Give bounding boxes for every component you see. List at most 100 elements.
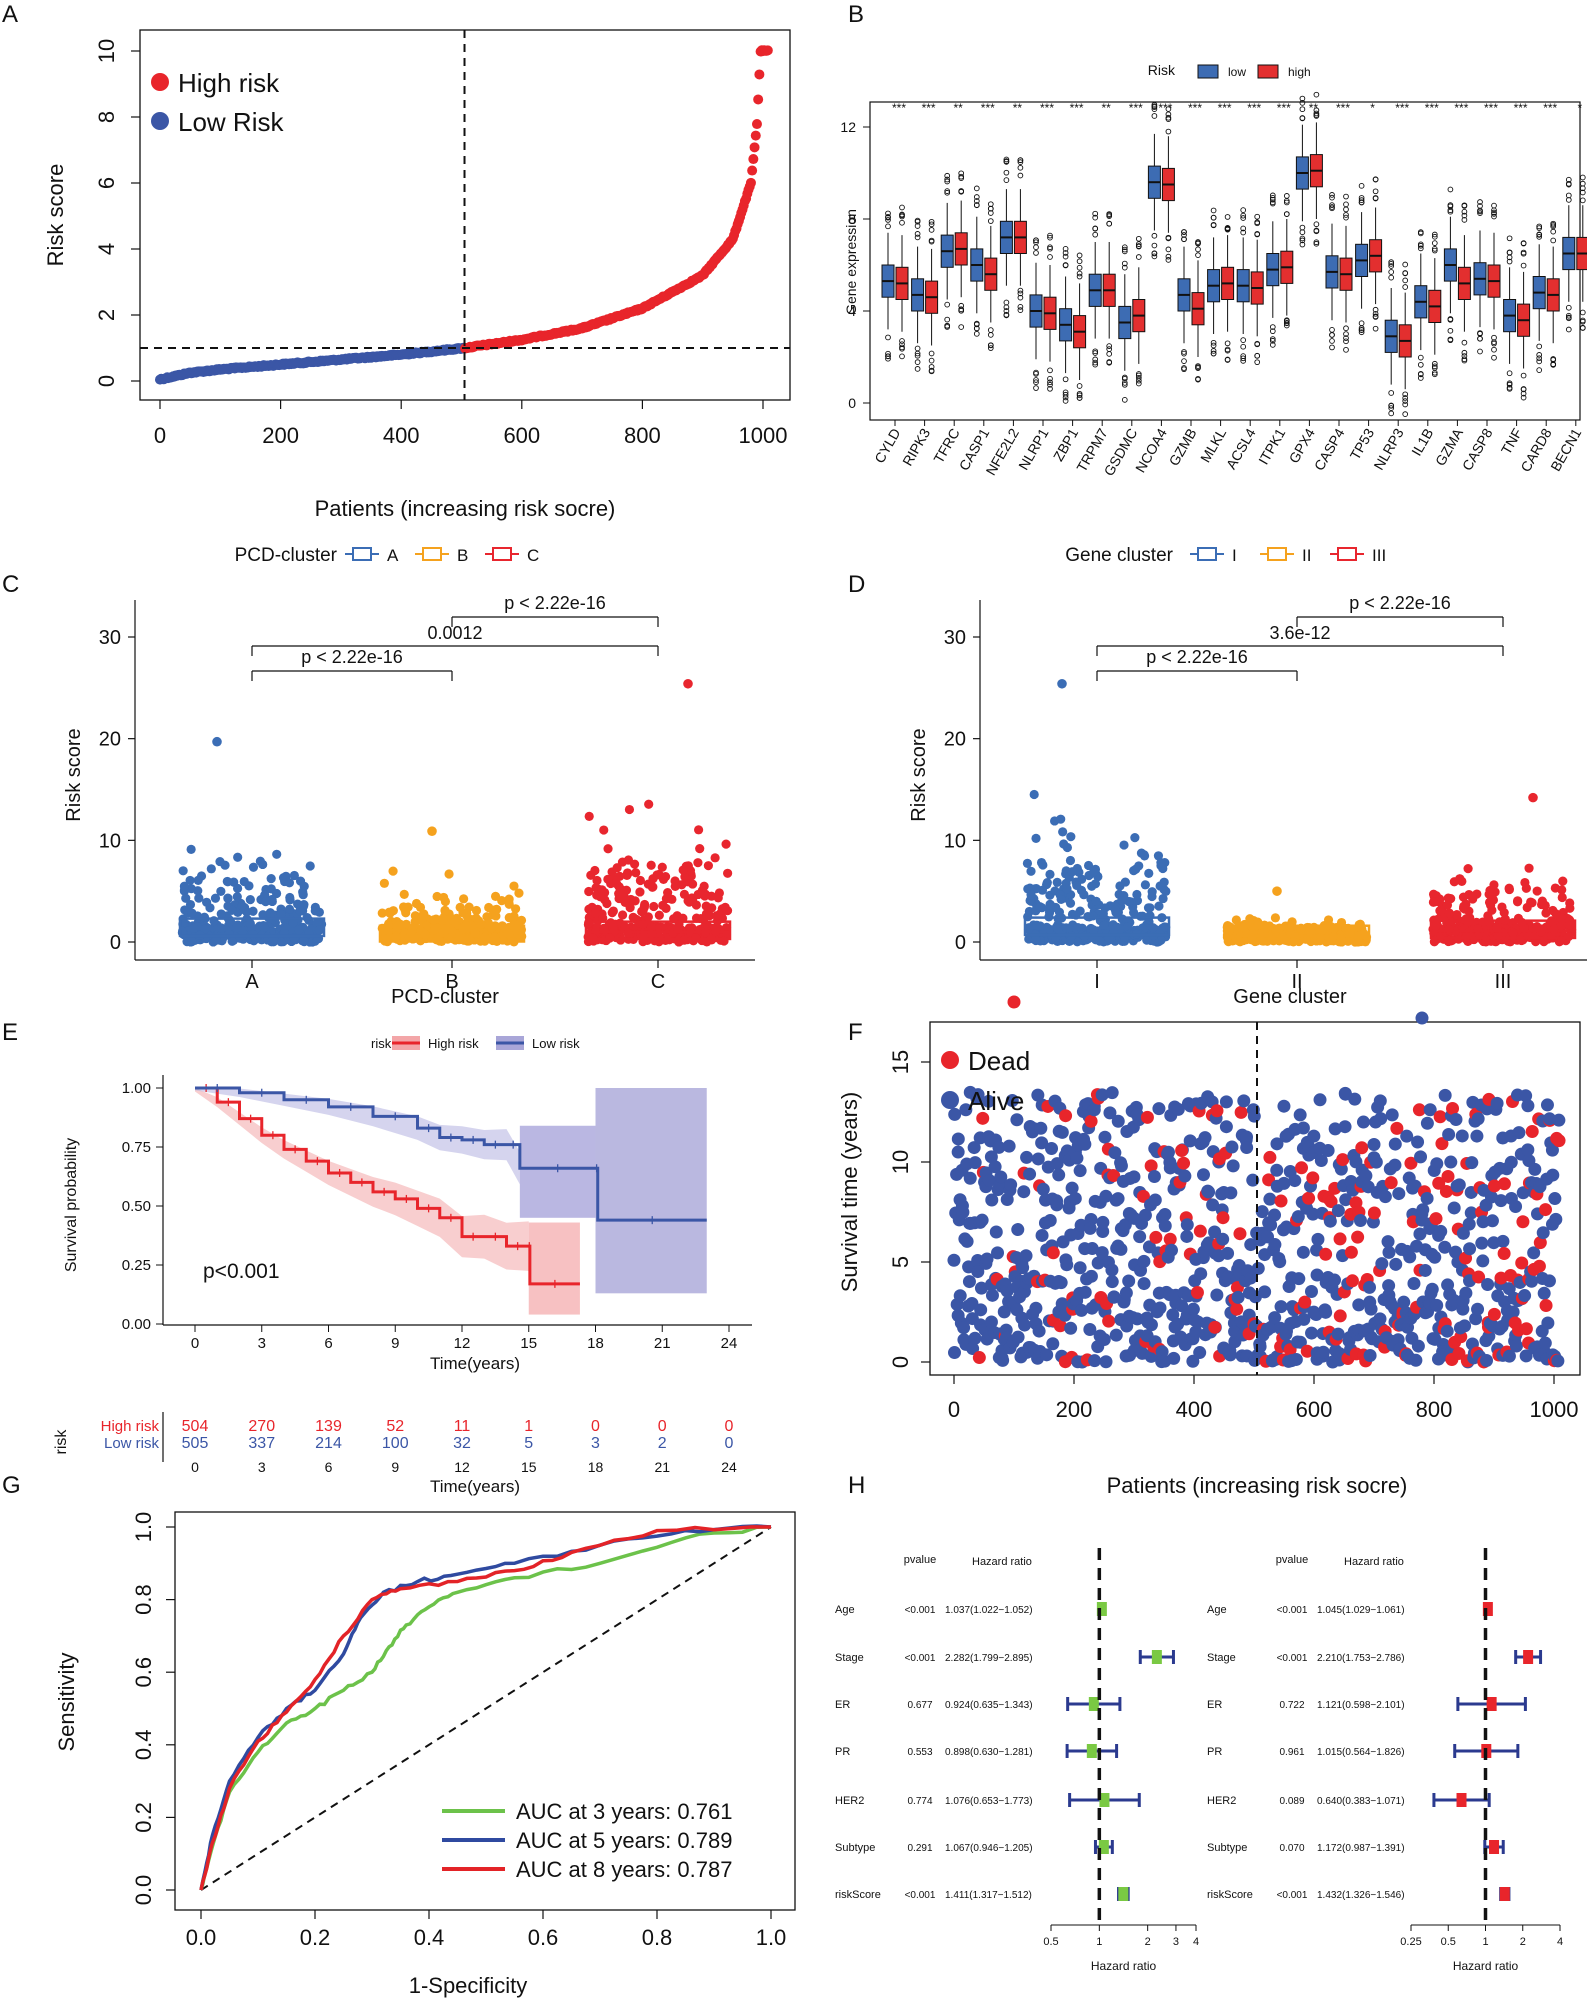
x-tick-label: 1 — [1096, 1936, 1102, 1948]
alive-point — [974, 1303, 988, 1317]
outlier — [1151, 104, 1158, 110]
alive-point — [1418, 1263, 1432, 1277]
dead-point — [1333, 1309, 1347, 1323]
alive-point — [1095, 1246, 1109, 1260]
data-point — [187, 908, 197, 918]
legend-high-label: High risk — [428, 1036, 479, 1051]
dead-point — [1107, 1169, 1121, 1183]
alive-point — [1411, 1339, 1425, 1353]
outlier — [1047, 375, 1053, 382]
dead-point — [1059, 1109, 1073, 1123]
x-tick-label: II — [1291, 971, 1302, 993]
outlier — [1269, 200, 1276, 207]
outlier — [1269, 195, 1276, 201]
outlier — [1283, 322, 1290, 329]
y-axis-label: Gene expression — [843, 209, 859, 315]
hr-point — [1456, 1793, 1467, 1807]
data-point — [1117, 896, 1127, 906]
risk-point — [753, 94, 764, 105]
y-tick-label: 20 — [99, 729, 121, 751]
outlier — [1313, 110, 1320, 117]
outlier — [1358, 325, 1365, 332]
column-header-hr: Hazard ratio — [972, 1556, 1032, 1568]
outlier — [1313, 227, 1320, 234]
outlier — [1017, 172, 1024, 179]
outlier — [1579, 197, 1586, 204]
x-tick-label: 1.0 — [756, 1925, 787, 1950]
alive-point — [1552, 1113, 1566, 1127]
data-point — [1022, 858, 1033, 868]
data-point — [459, 894, 469, 904]
alive-point — [1476, 1254, 1490, 1268]
row-hr-text: 0.640(0.383−1.071) — [1317, 1796, 1405, 1807]
alive-point — [1031, 1152, 1045, 1166]
alive-point — [1496, 1234, 1510, 1248]
dead-point — [1487, 1179, 1501, 1193]
outlier — [1240, 353, 1247, 359]
alive-point — [1304, 1285, 1318, 1299]
data-point — [1463, 863, 1473, 874]
legend-high-label: high — [1288, 65, 1311, 79]
data-point — [723, 868, 733, 878]
row-hr-text: 1.121(0.598−2.101) — [1317, 1700, 1405, 1711]
significance-mark: ** — [1013, 101, 1023, 115]
alive-point — [1537, 1286, 1551, 1300]
outlier — [1565, 326, 1572, 333]
data-point — [1513, 896, 1523, 906]
data-point — [310, 906, 320, 916]
dead-point — [976, 1111, 990, 1125]
dead-point — [1300, 1344, 1314, 1358]
outlier — [1358, 329, 1365, 336]
alive-point — [1297, 1312, 1311, 1326]
dead-point — [1439, 1184, 1453, 1198]
outlier — [1017, 307, 1024, 314]
panel-letter-G: G — [2, 1472, 21, 1499]
outlier — [1520, 386, 1527, 393]
alive-point — [1364, 1302, 1378, 1316]
high-risk-band-tail — [528, 1222, 580, 1315]
alive-point — [1060, 1258, 1074, 1272]
alive-point — [1521, 1143, 1535, 1157]
outlier — [1240, 343, 1247, 350]
outlier — [1491, 354, 1497, 361]
outlier — [1372, 176, 1379, 183]
data-point — [1355, 919, 1365, 929]
alive-point — [1153, 1301, 1167, 1315]
alive-point — [1034, 1121, 1048, 1135]
outlier — [1165, 246, 1172, 253]
alive-point — [1307, 1129, 1321, 1143]
risk-table-value: 52 — [386, 1418, 404, 1435]
y-tick-label: 5 — [888, 1256, 913, 1268]
alive-point — [1023, 1167, 1037, 1181]
alive-point — [971, 1265, 985, 1279]
data-point — [464, 902, 474, 912]
outlier — [1017, 164, 1024, 171]
hr-point — [1523, 1650, 1534, 1664]
outlier — [1121, 264, 1128, 271]
outlier — [944, 176, 951, 183]
alive-point — [1011, 1330, 1025, 1344]
outlier — [1388, 410, 1395, 417]
outlier — [1477, 199, 1483, 205]
legend-box — [1267, 547, 1287, 561]
risk-table-value: 139 — [315, 1418, 342, 1435]
plot-frame — [929, 1021, 1581, 1376]
data-point — [1528, 792, 1538, 803]
data-point — [1074, 867, 1084, 877]
data-point — [1455, 874, 1465, 884]
outlier — [1536, 352, 1543, 358]
alive-point — [1470, 1129, 1484, 1143]
data-point — [1428, 889, 1439, 899]
dead-point — [1345, 1274, 1359, 1288]
outlier — [1402, 270, 1409, 277]
outlier — [1388, 260, 1395, 267]
data-point — [618, 910, 628, 920]
outlier — [1477, 208, 1483, 215]
data-point — [379, 878, 389, 888]
alive-point — [1388, 1158, 1402, 1172]
outlier — [1003, 311, 1010, 318]
x-axis-label: Hazard ratio — [1453, 1959, 1519, 1973]
data-point — [1272, 886, 1282, 896]
y-tick-label: 0 — [94, 375, 119, 387]
outlier — [1491, 202, 1497, 209]
